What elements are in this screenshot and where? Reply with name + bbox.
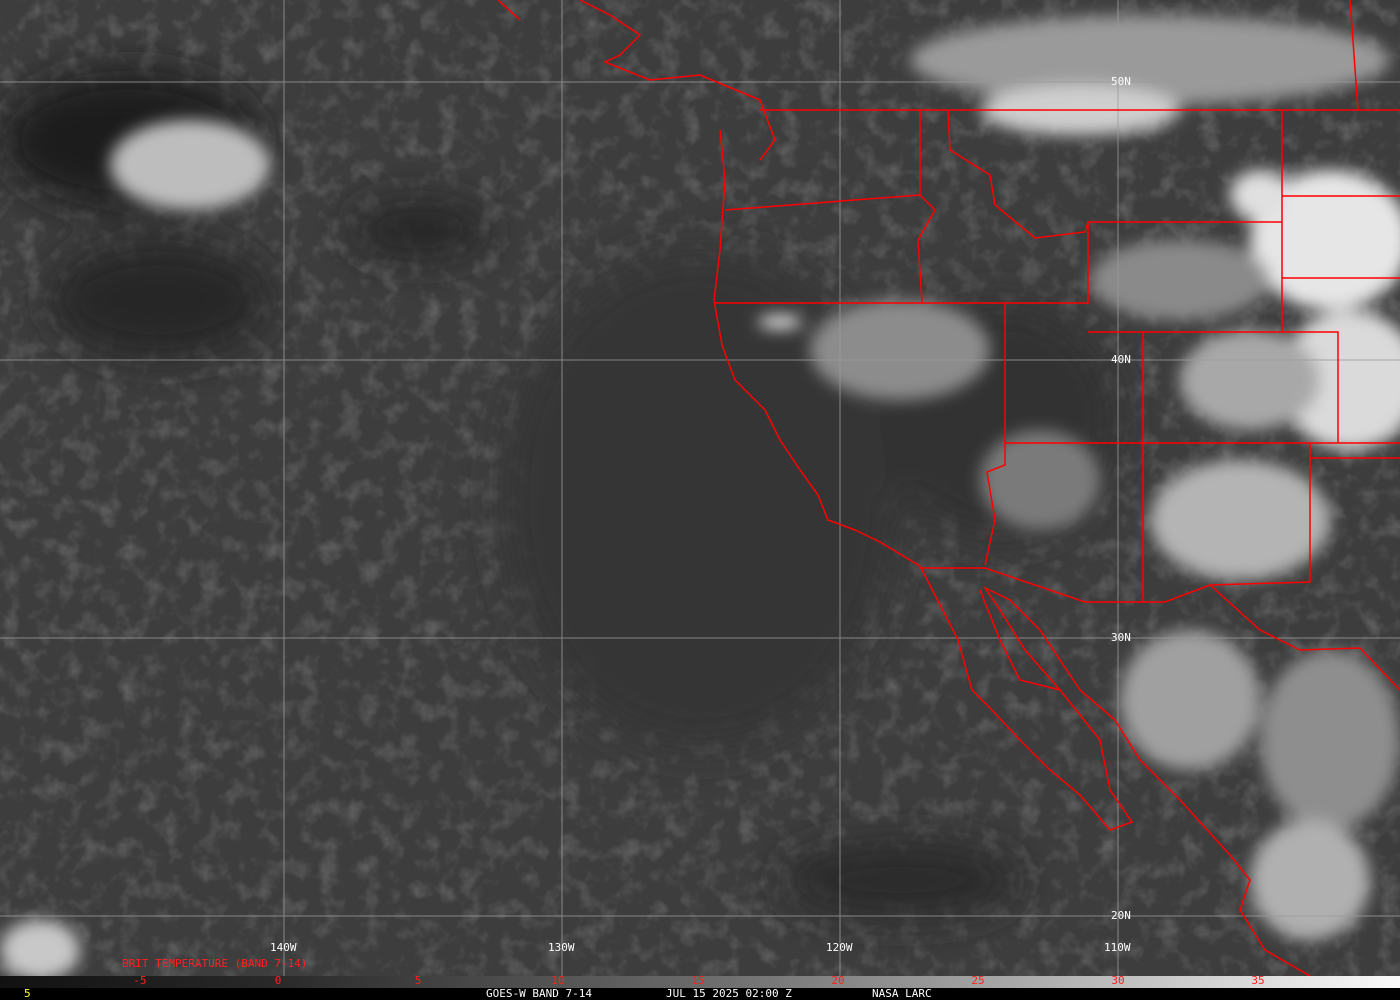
lat-label-30n: 30N <box>1111 631 1131 644</box>
baja-peninsula <box>979 589 1061 691</box>
political-borders <box>497 0 1400 976</box>
lon-label-130w: 130W <box>548 941 575 954</box>
lon-label-120w: 120W <box>826 941 853 954</box>
clouds <box>0 15 1400 976</box>
colorbar-tick: 10 <box>551 974 565 987</box>
footer-source: NASA LARC <box>872 987 932 1000</box>
lat-label-20n: 20N <box>1111 909 1131 922</box>
info-footer: 5 GOES-W BAND 7-14 JUL 15 2025 02:00 Z N… <box>0 987 1400 1000</box>
coastline <box>497 0 1311 976</box>
colorbar-tick: 0 <box>274 974 282 987</box>
colorbar-tick: 35 <box>1251 974 1265 987</box>
temperature-colorbar: -5 0 5 10 15 20 25 30 35 <box>0 974 1400 988</box>
colorbar-tick: 25 <box>971 974 985 987</box>
footer-datetime: JUL 15 2025 02:00 Z <box>666 987 792 1000</box>
mexico-border-east <box>1209 584 1400 691</box>
colorbar-tick: 20 <box>831 974 845 987</box>
colorbar-tick: 30 <box>1111 974 1125 987</box>
colorbar-tick: -5 <box>133 974 147 987</box>
lon-label-110w: 110W <box>1104 941 1131 954</box>
lat-lon-grid <box>0 0 1400 976</box>
satellite-imagery <box>0 0 1400 976</box>
lon-label-140w: 140W <box>270 941 297 954</box>
colorbar-tick: 15 <box>691 974 705 987</box>
canada-border <box>760 0 1400 111</box>
footer-satellite: GOES-W BAND 7-14 <box>486 987 592 1000</box>
lat-label-40n: 40N <box>1111 353 1131 366</box>
footer-left-value: 5 <box>24 987 31 1000</box>
colorbar-tick: 5 <box>414 974 422 987</box>
state-borders <box>714 109 1400 603</box>
lat-label-50n: 50N <box>1111 75 1131 88</box>
colorbar-title: BRIT TEMPERATURE (BAND 7-14) <box>122 957 308 970</box>
